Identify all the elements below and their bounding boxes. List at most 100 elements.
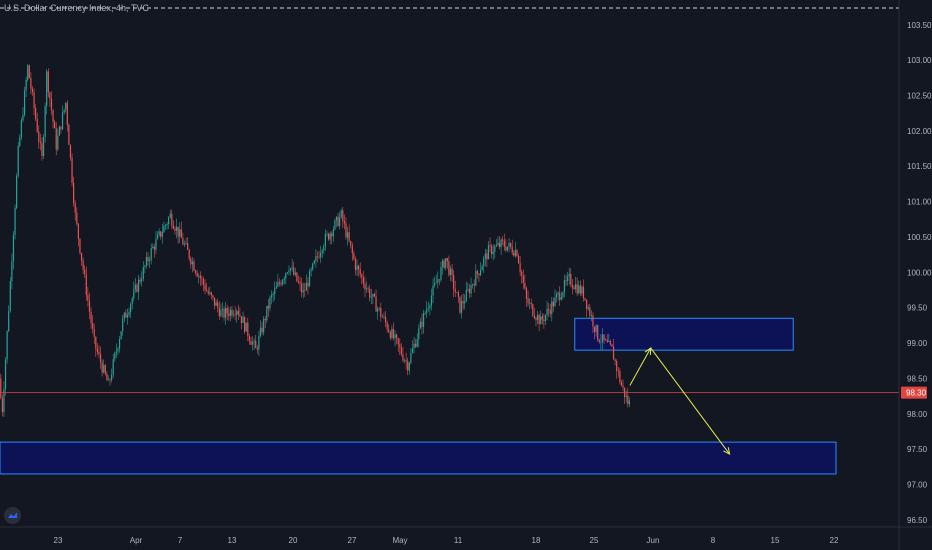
candle-body <box>386 322 388 330</box>
candle-body <box>346 232 349 238</box>
candle-body <box>164 225 167 227</box>
candle-body <box>263 318 265 333</box>
candle-body <box>310 269 312 271</box>
candle-body <box>103 365 105 373</box>
candle-body <box>440 267 442 281</box>
candle-body <box>505 246 507 251</box>
candle-body <box>66 102 68 125</box>
time-tick-label: 11 <box>454 536 463 545</box>
candle-body <box>427 308 429 309</box>
candle-body <box>160 231 162 237</box>
candle-body <box>429 305 431 309</box>
candle-body <box>313 260 315 264</box>
candle-body <box>60 126 62 130</box>
price-tick-label: 100.50 <box>907 233 932 242</box>
candle-body <box>302 290 304 293</box>
candle-body <box>161 232 163 237</box>
candle-body <box>527 298 529 304</box>
candle-body <box>483 258 485 267</box>
supply-demand-zone[interactable] <box>574 317 794 351</box>
candle-body <box>130 304 132 313</box>
candle-body <box>410 352 412 363</box>
candle-body <box>326 233 328 235</box>
candle-body <box>521 271 523 276</box>
candle-body <box>486 253 488 260</box>
candle-body <box>571 284 573 288</box>
projection-arrow[interactable] <box>650 347 731 455</box>
candle-body <box>557 292 559 295</box>
candle-body <box>451 268 453 276</box>
candle-body <box>171 213 173 226</box>
supply-demand-zone[interactable] <box>0 441 837 475</box>
tradingview-logo-icon[interactable] <box>4 507 21 524</box>
candle-body <box>259 327 262 336</box>
candle-body <box>449 268 452 275</box>
candle-body <box>22 114 24 121</box>
candle-body <box>139 279 141 282</box>
candle-body <box>77 223 79 239</box>
candle-body <box>58 126 60 136</box>
projection-arrow[interactable] <box>629 347 652 386</box>
candle-body <box>548 308 550 311</box>
candle-body <box>9 281 11 312</box>
candle-body <box>606 339 608 343</box>
candle-body <box>180 229 182 238</box>
zones-layer <box>0 317 837 475</box>
candle-body <box>614 359 616 361</box>
candle-body <box>308 270 311 287</box>
candle-body <box>492 251 494 255</box>
candle-body <box>27 65 29 81</box>
candle-body <box>8 311 10 331</box>
candle-body <box>122 318 124 332</box>
candle-body <box>126 314 129 318</box>
candle-body <box>71 157 73 184</box>
price-axis[interactable]: 103.50 103.00 102.50 102.00 101.50 101.00 100.… <box>907 21 932 525</box>
candle-body <box>242 317 244 323</box>
candle-body <box>49 92 51 99</box>
candle-body <box>478 273 480 276</box>
price-tick-label: 99.50 <box>907 304 928 313</box>
candle-body <box>133 289 135 299</box>
candle-body <box>380 307 382 317</box>
candle-body <box>448 261 450 275</box>
candle-body <box>418 328 420 340</box>
candle-body <box>586 299 588 309</box>
candle-body <box>617 370 619 372</box>
candle-body <box>63 109 65 113</box>
candle-body <box>187 243 189 250</box>
price-tick-label: 97.00 <box>907 481 928 490</box>
current-price-tag: 98.30 <box>901 386 927 399</box>
candle-body <box>210 292 212 296</box>
candle-body <box>426 308 428 313</box>
candle-body <box>198 275 200 277</box>
current-price-tag-box <box>901 386 927 399</box>
candle-body <box>470 285 472 294</box>
candle-body <box>441 260 444 268</box>
candle-body <box>560 297 562 300</box>
candle-body <box>348 232 350 242</box>
candle-body <box>530 302 532 305</box>
candle-body <box>612 346 615 360</box>
candle-body <box>625 395 627 397</box>
candle-body <box>107 379 110 381</box>
candle-body <box>277 282 279 287</box>
candle-body <box>137 279 140 292</box>
candle-body <box>551 301 553 314</box>
candle-body <box>399 344 401 348</box>
candle-body <box>30 78 32 89</box>
time-axis[interactable]: 23 Apr 7 13 20 27 May 11 18 25 Jun 8 15 22 <box>54 536 839 545</box>
candle-body <box>136 284 138 292</box>
candle-body <box>508 243 510 247</box>
candle-body <box>495 245 497 247</box>
candle-body <box>23 90 26 115</box>
candle-body <box>168 217 170 225</box>
candle-body <box>55 128 57 150</box>
candle-body <box>101 362 103 373</box>
candle-body <box>98 351 100 355</box>
candle-body <box>479 270 482 276</box>
candle-body <box>563 280 566 293</box>
candle-body <box>96 348 98 352</box>
candle-body <box>497 242 499 246</box>
candle-body <box>109 379 111 381</box>
